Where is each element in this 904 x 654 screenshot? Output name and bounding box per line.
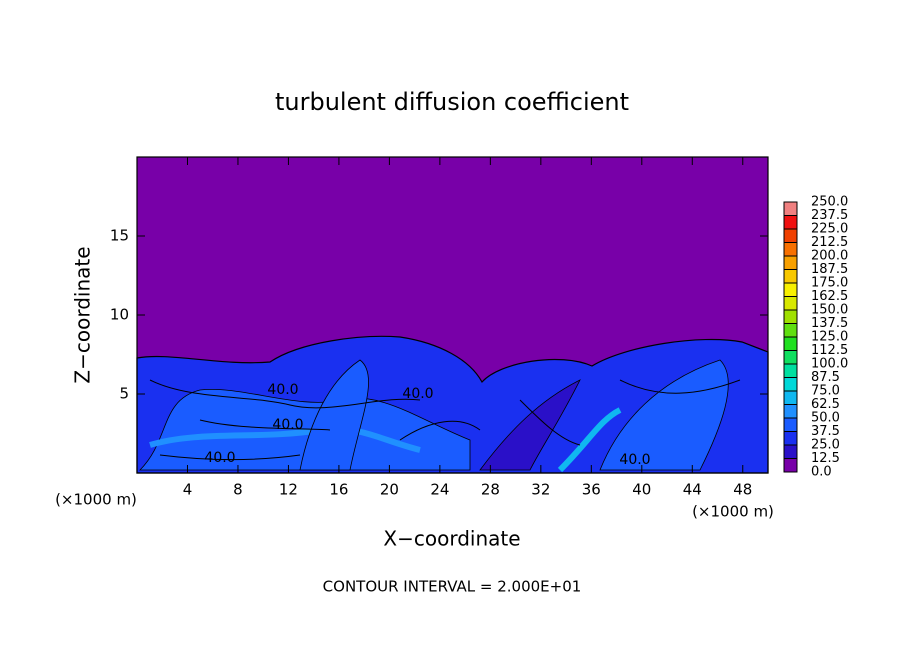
colorbar-band bbox=[784, 310, 797, 324]
colorbar-band bbox=[784, 202, 797, 216]
field-region bbox=[599, 359, 729, 471]
colorbar-band bbox=[784, 256, 797, 270]
field-region bbox=[479, 379, 581, 471]
contour-label: 40.0 bbox=[619, 452, 650, 468]
x-tick-label: 40 bbox=[632, 481, 651, 499]
colorbar-band bbox=[784, 377, 797, 391]
colorbar-band bbox=[784, 418, 797, 432]
colorbar-band bbox=[784, 404, 797, 418]
colorbar-band bbox=[784, 391, 797, 405]
colorbar-tick-label: 12.5 bbox=[811, 451, 840, 466]
colorbar-band bbox=[784, 350, 797, 364]
colorbar-tick-label: 137.5 bbox=[811, 316, 848, 331]
x-tick-label: 32 bbox=[531, 481, 550, 499]
colorbar-tick-label: 237.5 bbox=[811, 208, 848, 223]
colorbar-band bbox=[784, 337, 797, 351]
field bbox=[136, 157, 769, 474]
x-tick-label: 36 bbox=[582, 481, 601, 499]
colorbar-band bbox=[784, 215, 797, 229]
colorbar-tick-label: 225.0 bbox=[811, 222, 848, 237]
x-tick-label: 44 bbox=[683, 481, 702, 499]
x-tick-label: 24 bbox=[430, 481, 449, 499]
x-unit-label: (×1000 m) bbox=[692, 503, 774, 521]
colorbar-tick-label: 125.0 bbox=[811, 330, 848, 345]
colorbar-tick-label: 50.0 bbox=[811, 411, 840, 426]
colorbar-tick-label: 162.5 bbox=[811, 289, 848, 304]
colorbar-tick-label: 187.5 bbox=[811, 262, 848, 277]
x-tick-label: 4 bbox=[183, 481, 193, 499]
x-tick-label: 16 bbox=[329, 481, 348, 499]
colorbar-tick-label: 100.0 bbox=[811, 357, 848, 372]
colorbar-band bbox=[784, 458, 797, 472]
x-tick-label: 20 bbox=[380, 481, 399, 499]
colorbar-band bbox=[784, 431, 797, 445]
x-tick-label: 12 bbox=[279, 481, 298, 499]
colorbar-band bbox=[784, 296, 797, 310]
colorbar-tick-label: 200.0 bbox=[811, 249, 848, 264]
colorbar-tick-label: 62.5 bbox=[811, 397, 840, 412]
contour-label: 40.0 bbox=[204, 450, 235, 466]
colorbar-tick-label: 25.0 bbox=[811, 438, 840, 453]
colorbar-tick-label: 175.0 bbox=[811, 276, 848, 291]
contour-label: 40.0 bbox=[402, 386, 433, 402]
colorbar-tick-label: 37.5 bbox=[811, 424, 840, 439]
colorbar-band bbox=[784, 229, 797, 243]
colorbar-tick-label: 212.5 bbox=[811, 235, 848, 250]
colorbar-band bbox=[784, 445, 797, 459]
contour-line bbox=[149, 379, 741, 460]
colorbar-tick-label: 87.5 bbox=[811, 370, 840, 385]
x-tick-label: 8 bbox=[233, 481, 243, 499]
colorbar-tick-label: 75.0 bbox=[811, 384, 840, 399]
colorbar-band bbox=[784, 242, 797, 256]
field-region bbox=[557, 407, 622, 473]
field-region bbox=[299, 359, 369, 471]
x-tick-label: 28 bbox=[481, 481, 500, 499]
colorbar-band bbox=[784, 364, 797, 378]
y-tick-label: 15 bbox=[110, 227, 129, 245]
colorbar-tick-label: 150.0 bbox=[811, 303, 848, 318]
colorbar-band bbox=[784, 269, 797, 283]
colorbar-tick-label: 0.0 bbox=[811, 465, 832, 480]
x-tick-label: 48 bbox=[733, 481, 752, 499]
chart-title: turbulent diffusion coefficient bbox=[275, 88, 629, 116]
colorbar-tick-label: 250.0 bbox=[811, 195, 848, 210]
x-unit-label: (×1000 m) bbox=[55, 491, 137, 509]
colorbar-tick-label: 112.5 bbox=[811, 343, 848, 358]
y-tick-label: 10 bbox=[110, 306, 129, 324]
x-axis-title: X−coordinate bbox=[383, 527, 520, 551]
footer-note: CONTOUR INTERVAL = 2.000E+01 bbox=[323, 578, 582, 596]
colorbar-band bbox=[784, 323, 797, 337]
contour-label: 40.0 bbox=[272, 417, 303, 433]
y-tick-label: 5 bbox=[119, 385, 129, 403]
contour-label: 40.0 bbox=[267, 382, 298, 398]
colorbar-band bbox=[784, 283, 797, 297]
y-axis-title: Z−coordinate bbox=[71, 246, 95, 383]
